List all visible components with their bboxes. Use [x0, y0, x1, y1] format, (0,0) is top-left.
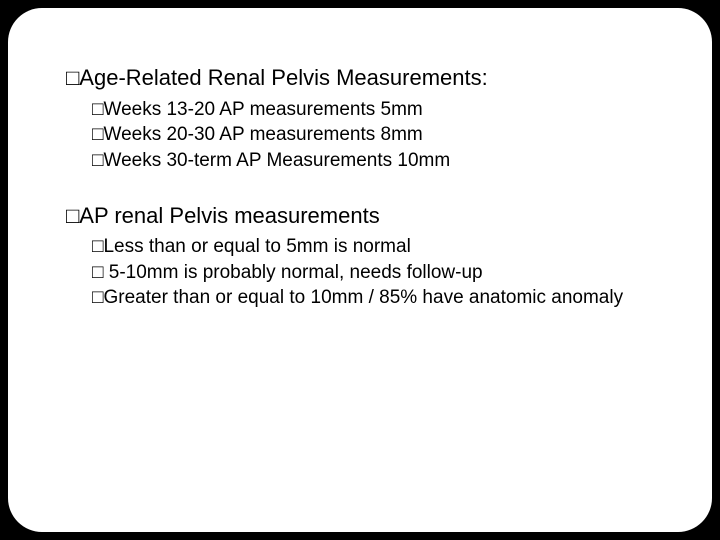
- box-bullet-icon: □: [92, 234, 103, 260]
- heading-text: Age-Related Renal Pelvis Measurements:: [79, 65, 487, 90]
- item-text: Greater than or equal to 10mm / 85% have…: [103, 287, 623, 308]
- list-item: □ 5-10mm is probably normal, needs follo…: [92, 260, 654, 286]
- list-item: □Weeks 13-20 AP measurements 5mm: [92, 97, 654, 123]
- item-text: Less than or equal to 5mm is normal: [103, 236, 410, 257]
- item-text: Weeks 20-30 AP measurements 8mm: [103, 124, 422, 145]
- item-text: 5-10mm is probably normal, needs follow-…: [103, 262, 482, 283]
- box-bullet-icon: □: [92, 122, 103, 148]
- list-item: □Weeks 30-term AP Measurements 10mm: [92, 148, 654, 174]
- list-item: □Greater than or equal to 10mm / 85% hav…: [92, 285, 654, 311]
- list-item: □Less than or equal to 5mm is normal: [92, 234, 654, 260]
- box-bullet-icon: □: [66, 202, 79, 231]
- section-1-heading: □Age-Related Renal Pelvis Measurements:: [66, 64, 654, 93]
- item-text: Weeks 30-term AP Measurements 10mm: [103, 150, 450, 171]
- section-2-heading: □AP renal Pelvis measurements: [66, 202, 654, 231]
- heading-text: AP renal Pelvis measurements: [79, 203, 379, 228]
- box-bullet-icon: □: [92, 97, 103, 123]
- box-bullet-icon: □: [92, 260, 103, 286]
- slide-card: □Age-Related Renal Pelvis Measurements: …: [8, 8, 712, 532]
- box-bullet-icon: □: [66, 64, 79, 93]
- section-2-list: □Less than or equal to 5mm is normal □ 5…: [92, 234, 654, 311]
- list-item: □Weeks 20-30 AP measurements 8mm: [92, 122, 654, 148]
- box-bullet-icon: □: [92, 148, 103, 174]
- section-1-list: □Weeks 13-20 AP measurements 5mm □Weeks …: [92, 97, 654, 174]
- item-text: Weeks 13-20 AP measurements 5mm: [103, 99, 422, 120]
- box-bullet-icon: □: [92, 285, 103, 311]
